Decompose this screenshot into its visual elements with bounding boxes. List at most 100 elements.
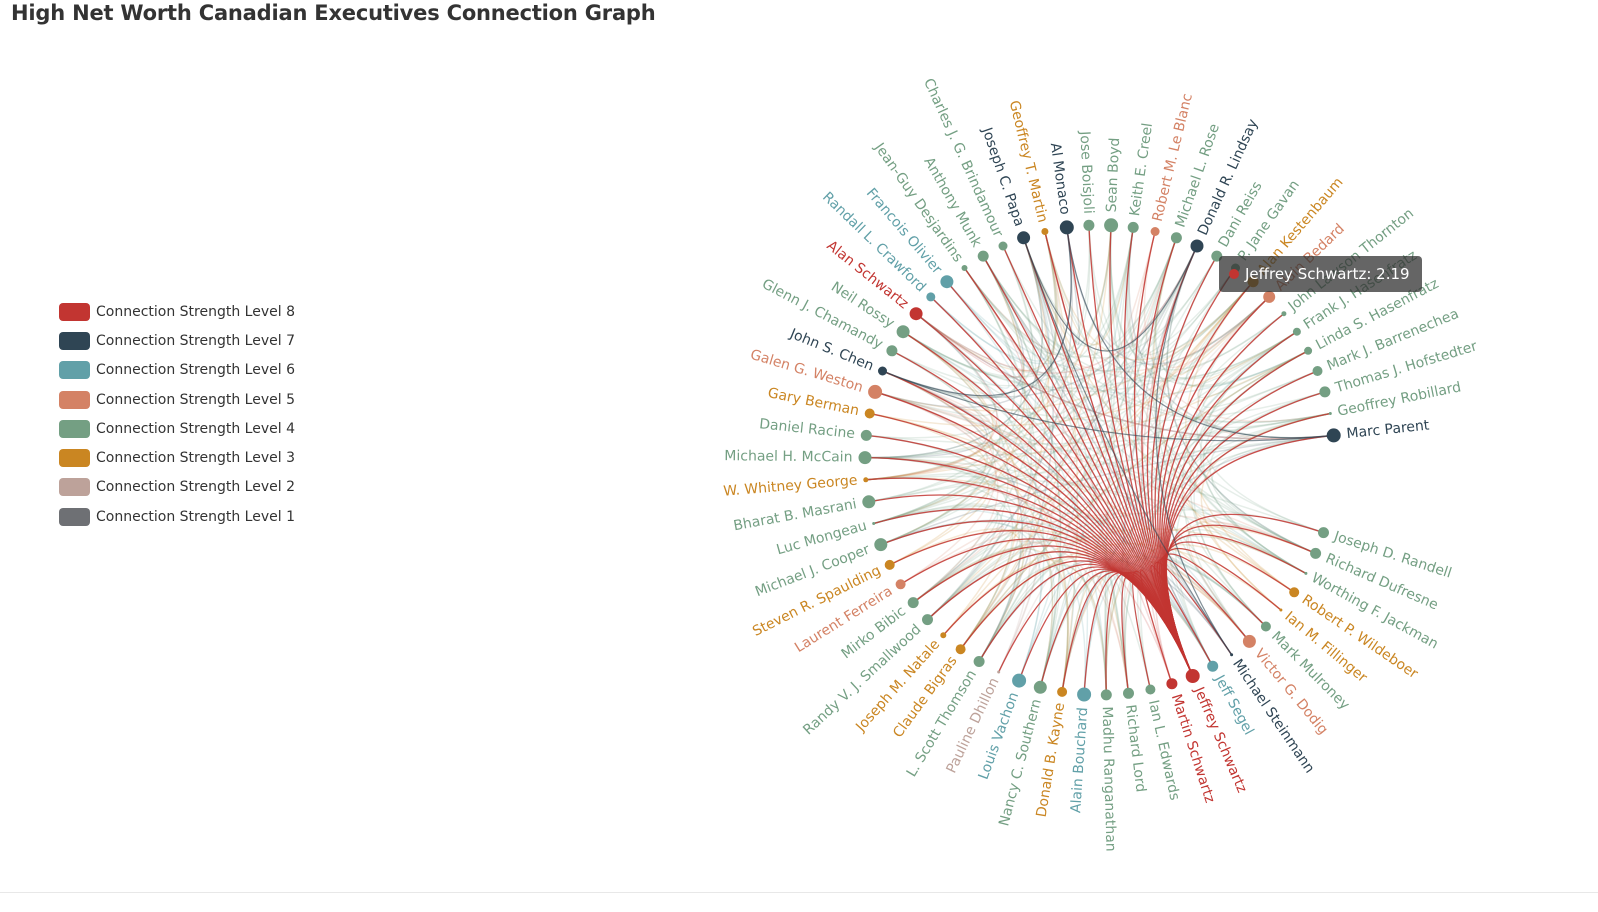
- graph-node[interactable]: [1319, 386, 1331, 398]
- graph-node[interactable]: [1312, 366, 1323, 376]
- legend-item-level-7[interactable]: Connection Strength Level 7: [59, 326, 295, 355]
- graph-node[interactable]: [1190, 239, 1204, 253]
- legend-item-level-6[interactable]: Connection Strength Level 6: [59, 356, 295, 385]
- graph-node[interactable]: [973, 656, 985, 667]
- graph-node[interactable]: [884, 559, 895, 570]
- graph-node[interactable]: [907, 597, 919, 609]
- graph-edge: [982, 255, 1062, 688]
- graph-node[interactable]: [1057, 686, 1068, 697]
- graph-node[interactable]: [1279, 608, 1283, 612]
- graph-node[interactable]: [1326, 428, 1341, 443]
- graph-node[interactable]: [1012, 673, 1027, 688]
- legend-item-level-3[interactable]: Connection Strength Level 3: [59, 443, 295, 472]
- legend-label: Connection Strength Level 8: [96, 303, 295, 320]
- legend-item-level-2[interactable]: Connection Strength Level 2: [59, 473, 295, 502]
- graph-node[interactable]: [874, 538, 888, 552]
- graph-edge: [882, 255, 1025, 399]
- graph-edge-level-7: [1023, 237, 1198, 352]
- graph-node[interactable]: [1230, 653, 1234, 657]
- graph-node[interactable]: [1242, 634, 1256, 648]
- graph-edge: [915, 245, 1198, 374]
- node-label: Sean Boyd: [1104, 137, 1124, 212]
- legend-item-level-5[interactable]: Connection Strength Level 5: [59, 385, 295, 414]
- graph-node[interactable]: [1310, 547, 1322, 559]
- graph-edge: [865, 225, 1091, 481]
- graph-edge: [998, 296, 1270, 673]
- graph-edge: [930, 225, 1112, 365]
- graph-node[interactable]: [895, 579, 906, 590]
- graph-node[interactable]: [868, 384, 883, 399]
- graph-node[interactable]: [1263, 290, 1276, 303]
- graph-edge: [864, 237, 1044, 459]
- graph-node[interactable]: [1260, 621, 1271, 632]
- graph-node[interactable]: [998, 241, 1008, 251]
- graph-node[interactable]: [940, 275, 954, 289]
- graph-node[interactable]: [997, 670, 1001, 674]
- graph-node[interactable]: [1077, 687, 1092, 702]
- graph-node[interactable]: [1170, 232, 1182, 244]
- graph-edge: [963, 225, 1091, 355]
- graph-node[interactable]: [1304, 346, 1313, 355]
- graph-node[interactable]: [896, 325, 910, 339]
- graph-node[interactable]: [955, 644, 966, 655]
- graph-edge: [1109, 225, 1250, 642]
- graph-edge: [874, 370, 991, 423]
- graph-node[interactable]: [922, 614, 933, 626]
- graph-node[interactable]: [1281, 311, 1287, 317]
- graph-edge: [869, 412, 1054, 688]
- node-label: Keith E. Creel: [1127, 122, 1156, 217]
- graph-node[interactable]: [1033, 680, 1047, 694]
- graph-node[interactable]: [1289, 587, 1300, 598]
- graph-node[interactable]: [1304, 571, 1308, 575]
- graph-edge: [865, 296, 1270, 481]
- graph-node[interactable]: [864, 408, 875, 419]
- legend-item-level-8[interactable]: Connection Strength Level 8: [59, 297, 295, 326]
- graph-node[interactable]: [909, 307, 923, 321]
- graph-node[interactable]: [1123, 687, 1134, 699]
- graph-node[interactable]: [1059, 220, 1074, 235]
- legend-item-level-1[interactable]: Connection Strength Level 1: [59, 502, 295, 531]
- graph-edge: [865, 313, 998, 481]
- graph-node[interactable]: [1104, 218, 1119, 233]
- graph-node[interactable]: [1150, 227, 1160, 236]
- graph-node[interactable]: [977, 250, 989, 262]
- graph-node[interactable]: [1041, 228, 1049, 235]
- graph-node[interactable]: [860, 429, 872, 441]
- graph-node[interactable]: [1145, 684, 1156, 695]
- graph-edge: [882, 370, 1326, 423]
- legend-label: Connection Strength Level 6: [96, 362, 295, 379]
- graph-edge: [900, 525, 1005, 604]
- graph-node[interactable]: [1207, 660, 1219, 672]
- graph-node[interactable]: [1017, 231, 1031, 245]
- graph-node[interactable]: [1292, 327, 1301, 336]
- graph-node[interactable]: [961, 265, 968, 271]
- graph-edge: [912, 546, 1056, 688]
- graph-node[interactable]: [1328, 412, 1332, 415]
- graph-edge: [902, 313, 1285, 393]
- graph-edge: [978, 245, 1198, 662]
- graph-node[interactable]: [1083, 219, 1095, 231]
- graph-edge: [926, 237, 1178, 621]
- graph-node[interactable]: [1318, 527, 1329, 539]
- graph-node[interactable]: [858, 451, 872, 465]
- focus-edge: [1139, 569, 1194, 684]
- graph-node[interactable]: [1127, 221, 1139, 233]
- legend-swatch-level-6: [59, 361, 90, 380]
- legend-label: Connection Strength Level 2: [96, 479, 295, 496]
- graph-edge: [982, 255, 1062, 688]
- legend-item-level-4[interactable]: Connection Strength Level 4: [59, 414, 295, 443]
- graph-node[interactable]: [886, 345, 898, 357]
- graph-node[interactable]: [878, 366, 887, 376]
- graph-node[interactable]: [862, 495, 876, 509]
- graph-node[interactable]: [1185, 669, 1200, 683]
- graph-node[interactable]: [1100, 689, 1112, 701]
- graph-node[interactable]: [926, 292, 936, 302]
- graph-edge: [1160, 245, 1270, 369]
- graph-edge: [882, 370, 1069, 693]
- graph-node[interactable]: [872, 522, 876, 525]
- graph-node[interactable]: [1166, 678, 1178, 690]
- legend-label: Connection Strength Level 4: [96, 420, 295, 437]
- graph-node[interactable]: [940, 632, 947, 639]
- graph-node[interactable]: [863, 477, 869, 483]
